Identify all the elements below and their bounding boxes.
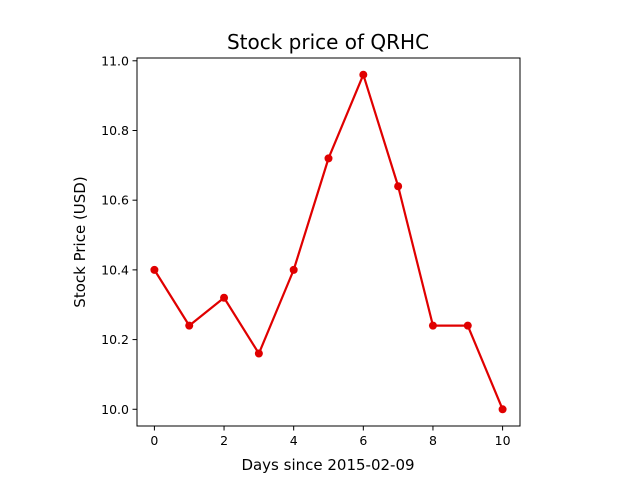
plot-frame: [136, 57, 521, 427]
data-point: [254, 349, 263, 358]
data-point: [463, 321, 472, 330]
y-tick-label: 11.0: [101, 53, 129, 68]
data-point: [150, 265, 159, 274]
series-group: [150, 70, 507, 414]
x-axis-ticks: 0 2 4 6 8 10: [150, 426, 511, 448]
x-axis-label: Days since 2015-02-09: [241, 456, 414, 474]
chart-title: Stock price of QRHC: [227, 30, 429, 54]
data-point: [498, 405, 507, 414]
data-point: [289, 265, 298, 274]
y-tick-label: 10.0: [101, 402, 129, 417]
x-tick-label: 4: [290, 433, 298, 448]
x-tick-label: 10: [495, 433, 511, 448]
x-tick-label: 0: [150, 433, 158, 448]
y-tick-label: 10.2: [101, 332, 129, 347]
data-point: [324, 154, 333, 163]
x-tick-label: 8: [429, 433, 437, 448]
x-tick-label: 6: [359, 433, 367, 448]
y-tick-label: 10.4: [101, 262, 129, 277]
y-axis-label: Stock Price (USD): [71, 176, 89, 307]
y-axis-ticks: 10.0 10.2 10.4 10.6 10.8 11.0: [101, 53, 137, 417]
plot-area: 0 2 4 6 8 10 10.0 10.2 10.4 10.6 10.8 11.0: [101, 53, 521, 448]
y-tick-label: 10.8: [101, 123, 129, 138]
x-tick-label: 2: [220, 433, 228, 448]
data-point: [359, 70, 368, 79]
series-line: [153, 73, 504, 410]
data-point: [220, 293, 229, 302]
data-point: [394, 182, 403, 191]
y-tick-label: 10.6: [101, 193, 129, 208]
data-point: [428, 321, 437, 330]
data-point: [185, 321, 194, 330]
